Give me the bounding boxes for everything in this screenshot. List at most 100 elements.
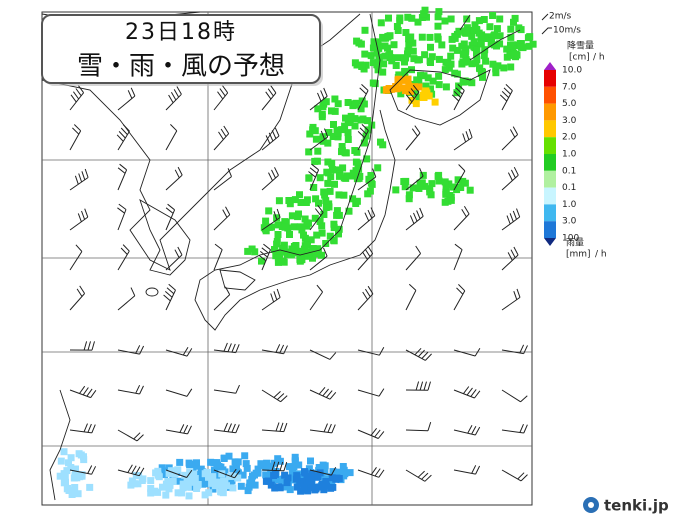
precip-cell <box>374 66 382 74</box>
precip-cell <box>134 480 142 488</box>
precip-cell <box>507 63 515 71</box>
wind-barb <box>501 389 528 403</box>
precip-cell <box>147 485 155 492</box>
wind-barb <box>309 349 337 360</box>
rain-unit: [mm] <box>566 250 591 260</box>
precip-cell <box>290 243 298 250</box>
precip-cell <box>529 40 537 48</box>
precip-cell <box>60 448 68 456</box>
wind-barb <box>69 341 95 351</box>
precip-cell <box>321 468 329 476</box>
precip-cell <box>374 38 382 46</box>
coastlines <box>41 11 521 501</box>
precip-cell <box>320 188 328 196</box>
wind-barb <box>405 283 417 311</box>
wind-barb <box>405 347 432 361</box>
precip-cell <box>322 478 330 485</box>
precip-cell <box>510 18 517 26</box>
precip-cell <box>288 476 296 484</box>
wind-barb <box>165 388 193 397</box>
precip-cell <box>413 76 421 84</box>
precip-cell <box>314 473 322 481</box>
precip-cell <box>60 470 68 478</box>
precip-cell <box>435 55 443 63</box>
precip-cell <box>371 80 379 88</box>
precip-cell <box>424 74 432 82</box>
wind-barb <box>213 243 223 271</box>
precip-cell <box>187 478 195 486</box>
wind-barb <box>309 466 337 476</box>
precip-cell <box>351 115 359 123</box>
precip-cell <box>275 483 283 491</box>
precip-cell <box>154 467 162 475</box>
precip-cell <box>268 223 275 231</box>
precip-cell <box>400 54 408 62</box>
precip-cell <box>297 487 305 495</box>
precip-cell <box>167 467 175 475</box>
precip-cell <box>274 231 282 238</box>
wind-barb <box>261 85 277 111</box>
legend-swatch <box>544 120 556 138</box>
precip-cell <box>451 34 459 42</box>
precip-cell <box>193 482 201 490</box>
legend-swatch <box>544 137 556 154</box>
wind-barb <box>165 203 176 231</box>
precip-cell <box>274 254 282 262</box>
precip-cell <box>263 459 271 467</box>
precip-cell <box>164 477 172 485</box>
precip-cell <box>429 77 437 85</box>
precip-cell <box>223 482 230 490</box>
precip-cell <box>181 471 189 479</box>
precip-cell <box>408 96 416 104</box>
precip-cell <box>347 112 355 120</box>
legend-swatch <box>544 86 556 104</box>
precip-cell <box>384 44 391 52</box>
precip-cell <box>303 241 311 249</box>
precip-cell <box>74 490 82 498</box>
precip-cell <box>489 60 497 68</box>
precip-cell <box>311 157 319 165</box>
precip-cell <box>265 207 273 215</box>
precip-cell <box>405 40 413 48</box>
precip-cell <box>399 84 407 92</box>
precip-cell <box>415 185 423 192</box>
precip-cell <box>431 98 439 106</box>
precip-cell <box>233 468 241 476</box>
precip-cell <box>476 65 484 73</box>
precip-cell <box>468 79 476 87</box>
legend-swatch <box>544 187 556 205</box>
precip-cell <box>227 477 235 485</box>
snow-unit: [cm] <box>569 53 590 63</box>
wind-barb <box>309 87 328 111</box>
wind-barb <box>116 124 130 151</box>
precip-cell <box>362 132 370 140</box>
precip-cell <box>229 484 237 492</box>
wind-barb <box>213 468 241 479</box>
precip-cell <box>297 199 305 206</box>
precip-cell <box>453 46 461 54</box>
wind-barb <box>501 246 519 271</box>
precip-cell <box>186 461 194 468</box>
precip-cell <box>407 33 415 41</box>
precip-cell <box>479 73 486 81</box>
precip-cell <box>80 453 87 461</box>
precip-cell <box>306 480 314 488</box>
precip-cell <box>441 17 449 25</box>
precip-cell <box>494 62 502 70</box>
precip-cell <box>285 463 293 471</box>
legend-swatch <box>544 103 556 121</box>
precip-cell <box>421 51 429 59</box>
precip-cell <box>184 483 192 491</box>
wind-barb <box>69 385 97 399</box>
precip-cell <box>335 225 343 233</box>
precip-cell <box>351 147 359 154</box>
precip-cell <box>428 53 436 61</box>
precip-cell <box>291 458 299 466</box>
precip-cell <box>390 41 398 49</box>
precip-cell <box>225 452 233 460</box>
precip-cell <box>357 116 365 124</box>
precip-cell <box>357 105 365 113</box>
precip-cell <box>290 463 298 471</box>
precip-cell <box>410 55 418 63</box>
precip-cell <box>179 484 187 492</box>
